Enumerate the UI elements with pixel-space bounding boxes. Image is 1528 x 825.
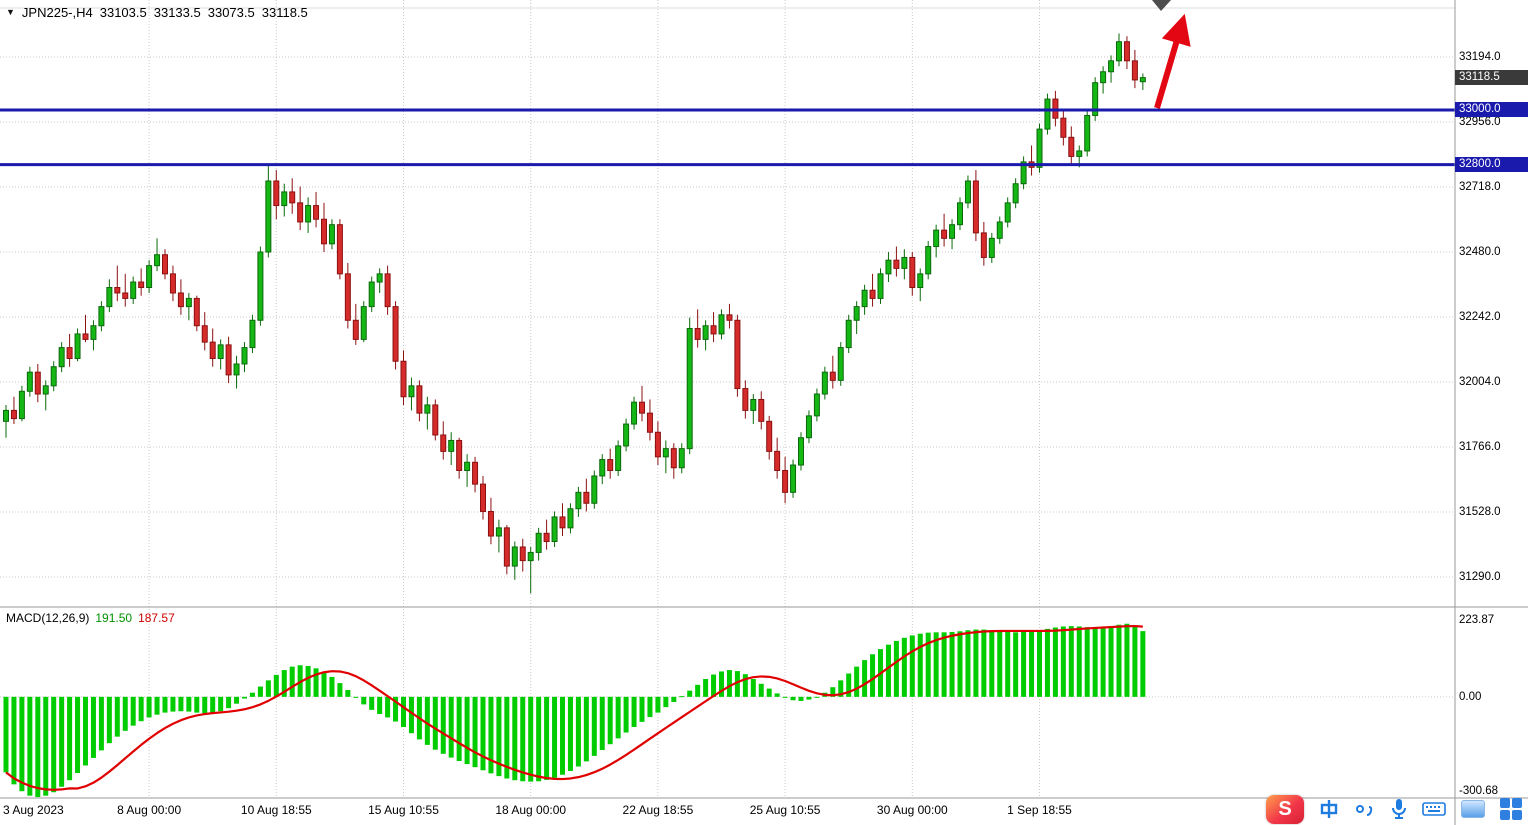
time-axis-label: 10 Aug 18:55 — [240, 803, 312, 817]
time-axis-label: 8 Aug 00:00 — [117, 803, 182, 817]
macd-axis-label: 223.87 — [1459, 614, 1495, 626]
time-axis-label: 30 Aug 00:00 — [876, 803, 948, 817]
taskbar: S — [1266, 794, 1522, 824]
level-price-badge: 33000.0 — [1455, 101, 1528, 117]
macd-main-value: 191.50 — [95, 611, 133, 625]
level-price-badge: 32800.0 — [1455, 156, 1528, 172]
symbol-timeframe-label: JPN225-,H4 — [21, 5, 93, 20]
time-axis-label: 22 Aug 18:55 — [622, 803, 694, 817]
price-tick-label: 32718.0 — [1459, 181, 1501, 193]
microphone-icon[interactable] — [1391, 798, 1407, 820]
ime-skin-image-icon[interactable] — [1461, 800, 1485, 818]
time-axis-label: 1 Sep 18:55 — [1007, 803, 1072, 817]
time-axis-label: 25 Aug 10:55 — [749, 803, 821, 817]
ime-punctuation-icon[interactable] — [1354, 800, 1376, 818]
keyboard-icon[interactable] — [1422, 800, 1446, 818]
quote-low: 33073.5 — [207, 5, 255, 20]
price-tick-label: 32242.0 — [1459, 311, 1501, 323]
price-tick-label: 31290.0 — [1459, 571, 1501, 583]
quote-open: 33103.5 — [99, 5, 147, 20]
macd-axis-label: -300.68 — [1459, 785, 1499, 797]
macd-indicator-label: MACD(12,26,9) 191.50 187.57 — [6, 611, 175, 625]
macd-histogram — [3, 623, 1146, 798]
macd-axis-label: 0.00 — [1459, 690, 1482, 703]
support-resistance-lines[interactable] — [0, 108, 1455, 167]
price-tick-label: 32480.0 — [1459, 246, 1501, 258]
chart-shift-marker — [1152, 0, 1171, 11]
time-axis-label: 3 Aug 2023 — [3, 803, 64, 817]
price-tick-label: 33194.0 — [1459, 51, 1501, 63]
current-price-badge: 33118.5 — [1455, 69, 1528, 85]
quote-high: 33133.5 — [153, 5, 201, 20]
logo-letter: S — [1278, 797, 1292, 820]
trend-arrow[interactable] — [1152, 0, 1191, 109]
price-tick-label: 32004.0 — [1459, 376, 1501, 388]
candlestick-series — [3, 33, 1146, 594]
grid-lines — [0, 0, 1455, 798]
price-tick-label: 31766.0 — [1459, 441, 1501, 453]
price-tick-label: 31528.0 — [1459, 506, 1501, 518]
ime-chinese-mode-icon[interactable] — [1319, 799, 1339, 819]
time-axis[interactable]: 3 Aug 2023 8 Aug 00:00 10 Aug 18:55 15 Aug … — [0, 799, 1455, 825]
price-axis[interactable]: 33194.0 32956.0 32718.0 32480.0 32242.0 32004… — [1455, 0, 1528, 825]
chart-title-bar: ▼ JPN225-,H4 33103.5 33133.5 33073.5 331… — [6, 5, 308, 20]
macd-signal-line — [5, 624, 1143, 791]
macd-params-label: MACD(12,26,9) — [6, 611, 90, 625]
time-axis-label: 15 Aug 10:55 — [368, 803, 439, 817]
time-axis-label: 18 Aug 00:00 — [495, 803, 567, 817]
macd-signal-value: 187.57 — [138, 611, 175, 625]
ime-toolbox-grid-icon[interactable] — [1500, 798, 1522, 820]
stock-app-logo-icon[interactable]: S — [1266, 794, 1304, 824]
quote-close: 33118.5 — [261, 5, 308, 20]
price-tick-label: 32956.0 — [1459, 116, 1501, 128]
dropdown-arrow-icon[interactable]: ▼ — [6, 7, 15, 17]
